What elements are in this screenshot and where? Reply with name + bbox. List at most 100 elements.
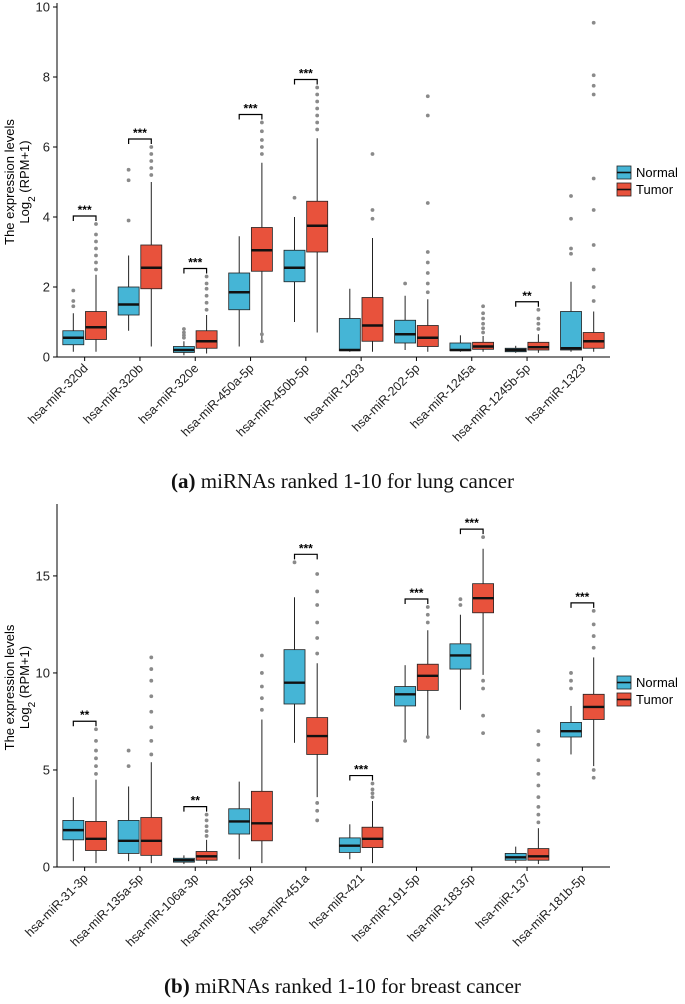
- outlier-point: [370, 791, 375, 796]
- significance-label: ***: [244, 102, 258, 116]
- significance-bracket: [293, 78, 318, 85]
- outlier-point: [259, 152, 264, 156]
- outlier-point: [94, 222, 98, 226]
- box-iqr: [560, 722, 582, 738]
- outlier-point: [259, 671, 264, 675]
- box-tumor: [250, 120, 273, 344]
- box-normal: [449, 335, 472, 352]
- outlier-point: [292, 195, 297, 200]
- legend-label-tumor: Tumor: [636, 692, 674, 707]
- outlier-point: [315, 589, 320, 594]
- significance-bracket: [515, 301, 539, 307]
- outlier-point: [94, 267, 98, 272]
- significance-bracket: [349, 774, 374, 781]
- y-tick-label: 8: [43, 70, 50, 85]
- y-tick-label: 5: [43, 762, 50, 777]
- outlier-point: [536, 307, 541, 312]
- y-tick-label: 4: [43, 210, 50, 225]
- caption-b: (b) miRNAs ranked 1-10 for breast cancer: [0, 974, 685, 999]
- outlier-point: [425, 612, 430, 617]
- box-normal: [504, 846, 527, 864]
- box-normal: [504, 345, 527, 353]
- box-normal: [228, 781, 251, 860]
- box-normal: [117, 167, 140, 331]
- outlier-point: [204, 829, 209, 833]
- outlier-point: [425, 735, 430, 739]
- outlier-point: [536, 804, 541, 809]
- outlier-point: [536, 812, 541, 817]
- outlier-point: [481, 713, 485, 718]
- significance-label: **: [522, 289, 532, 303]
- outlier-point: [315, 636, 320, 640]
- box-tumor: [416, 94, 439, 352]
- outlier-point: [591, 768, 596, 772]
- y-tick-label: 15: [36, 568, 50, 583]
- outlier-point: [591, 243, 596, 247]
- outlier-point: [536, 327, 541, 331]
- outlier-point: [481, 321, 485, 326]
- caption-a-text: miRNAs ranked 1-10 for lung cancer: [200, 469, 514, 493]
- outlier-point: [126, 178, 131, 183]
- outlier-point: [425, 605, 430, 609]
- box-iqr: [85, 820, 107, 851]
- significance-label: ***: [299, 541, 313, 555]
- box-normal: [283, 195, 306, 322]
- outlier-point: [370, 781, 375, 786]
- outlier-point: [71, 299, 76, 303]
- outlier-point: [403, 738, 408, 743]
- outlier-point: [315, 651, 320, 656]
- outlier-point: [204, 274, 209, 279]
- outlier-point: [259, 684, 264, 689]
- outlier-point: [149, 752, 154, 757]
- caption-a: (a) miRNAs ranked 1-10 for lung cancer: [0, 469, 685, 494]
- significance-bracket: [570, 602, 595, 608]
- outlier-point: [591, 645, 596, 650]
- outlier-point: [204, 818, 209, 823]
- outlier-point: [94, 738, 98, 743]
- box-normal: [338, 288, 361, 352]
- significance-bracket: [293, 553, 318, 560]
- outlier-point: [315, 801, 320, 805]
- outlier-point: [481, 311, 485, 316]
- outlier-point: [71, 304, 76, 309]
- outlier-point: [481, 326, 485, 331]
- significance-bracket: [183, 806, 208, 812]
- outlier-point: [591, 20, 596, 25]
- box-tumor: [195, 274, 218, 354]
- y-tick-label: 6: [43, 140, 50, 155]
- outlier-point: [126, 748, 131, 753]
- box-iqr: [527, 848, 550, 861]
- significance-label: ***: [409, 586, 423, 600]
- outlier-point: [204, 834, 209, 838]
- outlier-point: [569, 671, 573, 675]
- outlier-point: [315, 85, 320, 90]
- outlier-point: [315, 127, 320, 132]
- y-axis-label-line2: Log2 (RPM+1): [17, 140, 38, 223]
- outlier-point: [94, 748, 98, 753]
- outlier-point: [149, 725, 154, 730]
- x-tick-label: hsa-miR-137: [473, 871, 534, 932]
- outlier-point: [370, 152, 375, 156]
- outlier-point: [149, 152, 154, 156]
- significance-label: **: [80, 708, 90, 722]
- outlier-point: [569, 216, 573, 221]
- outlier-point: [425, 290, 430, 295]
- significance-bracket: [72, 720, 97, 727]
- box-normal: [283, 560, 306, 743]
- box-tumor: [582, 608, 605, 780]
- outlier-point: [315, 603, 320, 607]
- outlier-point: [315, 818, 320, 823]
- outlier-point: [591, 176, 596, 181]
- outlier-point: [315, 572, 320, 576]
- outlier-point: [425, 250, 430, 254]
- outlier-point: [591, 775, 596, 780]
- outlier-point: [204, 293, 209, 298]
- box-group-hsa-miR-191-5p: ***: [394, 586, 439, 743]
- outlier-point: [71, 288, 76, 293]
- box-iqr: [361, 826, 384, 848]
- caption-b-tag: (b): [164, 974, 190, 998]
- box-group-hsa-miR-135a-5p: [117, 655, 163, 864]
- box-tumor: [582, 20, 605, 352]
- box-iqr: [140, 817, 163, 856]
- box-normal: [394, 665, 417, 743]
